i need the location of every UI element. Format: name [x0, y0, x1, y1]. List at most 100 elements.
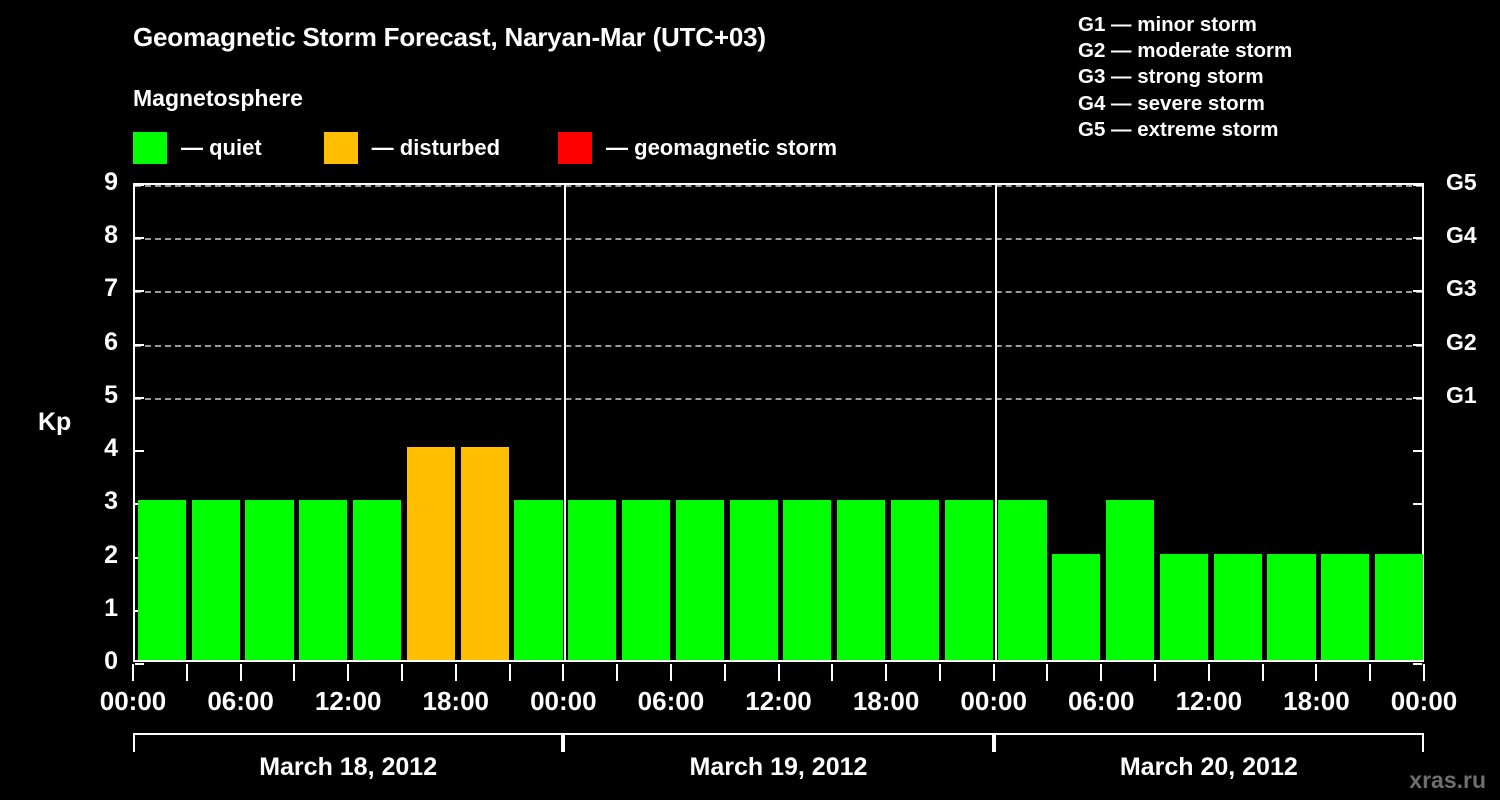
x-tick-18: [1100, 664, 1103, 681]
g-scale-item-g1: G1 — minor storm: [1078, 13, 1257, 36]
g-scale-legend: G1 — minor storm G2 — moderate storm G3 …: [1078, 12, 1292, 143]
bar-kp-6: [460, 447, 509, 660]
right-axis-label-g4: G4: [1446, 222, 1477, 249]
magnetosphere-heading: Magnetosphere: [133, 85, 303, 111]
legend-label-geomagnetic-storm: — geomagnetic storm: [606, 135, 838, 160]
bar-kp-16: [998, 500, 1047, 660]
day-separator-1: [564, 185, 567, 660]
gridline-kp-7: [135, 291, 1422, 294]
gridline-kp-5: [135, 397, 1422, 400]
bar-kp-15: [944, 500, 993, 660]
gridline-kp-6: [135, 344, 1422, 347]
bar-kp-5: [406, 447, 455, 660]
x-axis-label-3: 18:00: [422, 686, 490, 716]
x-tick-21: [1261, 664, 1264, 681]
bar-kp-18: [1106, 500, 1155, 660]
x-axis-label-1: 06:00: [207, 686, 274, 716]
g-scale-item-g5: G5 — extreme storm: [1078, 117, 1279, 141]
x-tick-14: [885, 664, 888, 681]
y-axis-label-4: 4: [104, 434, 118, 463]
x-axis-label-0: 00:00: [99, 686, 167, 716]
plot-area: [133, 183, 1424, 665]
x-tick-11: [723, 664, 726, 681]
bar-kp-1: [191, 500, 240, 660]
y-tick-left-8: [135, 237, 144, 240]
date-label-1: March 18, 2012: [259, 753, 438, 781]
x-tick-22: [1315, 664, 1318, 681]
y-tick-right-6: [1413, 343, 1422, 346]
bar-kp-22: [1321, 553, 1370, 660]
date-label-3: March 20, 2012: [1119, 753, 1298, 781]
y-tick-right-4: [1413, 450, 1422, 453]
y-axis-label-0: 0: [104, 647, 118, 675]
legend-label-quiet: — quiet: [181, 135, 262, 160]
bar-kp-14: [890, 500, 940, 660]
gridline-kp-8: [135, 238, 1422, 241]
y-tick-left-4: [135, 450, 144, 453]
gridline-kp-9: [135, 185, 1422, 187]
x-axis-label-9: 06:00: [1068, 686, 1135, 716]
green-square-icon: [133, 132, 167, 164]
page-title: Geomagnetic Storm Forecast, Naryan-Mar (…: [133, 22, 766, 52]
date-bracket-1: [133, 733, 564, 752]
date-bracket-3: [993, 733, 1424, 752]
bar-kp-2: [245, 500, 294, 660]
y-tick-right-7: [1413, 290, 1422, 293]
bar-kp-19: [1159, 553, 1209, 660]
bar-kp-9: [621, 500, 671, 660]
x-axis-label-8: 00:00: [960, 686, 1027, 716]
x-tick-0: [132, 664, 134, 681]
y-tick-right-3: [1413, 503, 1422, 506]
x-tick-4: [347, 664, 350, 681]
y-tick-left-0: [135, 663, 144, 665]
y-axis-label-1: 1: [104, 593, 118, 622]
x-tick-9: [616, 664, 619, 681]
red-square-icon: [558, 132, 593, 164]
bar-kp-10: [675, 500, 724, 660]
x-axis-label-12: 00:00: [1390, 686, 1458, 716]
x-tick-16: [992, 664, 995, 681]
x-tick-3: [293, 664, 296, 681]
bar-kp-13: [837, 500, 886, 660]
x-axis-label-11: 18:00: [1283, 686, 1350, 716]
x-tick-12: [777, 664, 780, 681]
x-axis-label-4: 00:00: [530, 686, 597, 716]
x-tick-23: [1369, 664, 1372, 681]
date-label-2: March 19, 2012: [689, 753, 868, 781]
y-axis-label-2: 2: [104, 540, 118, 569]
x-tick-24: [1423, 664, 1425, 681]
bar-kp-23: [1375, 553, 1424, 660]
y-axis-label-9: 9: [104, 168, 118, 196]
x-tick-7: [508, 664, 511, 681]
magnetosphere-legend: — quiet — disturbed — geomagnetic storm: [133, 132, 837, 164]
legend-item-quiet: — quiet: [133, 132, 262, 164]
right-axis-label-g2: G2: [1446, 328, 1477, 355]
x-tick-17: [1046, 664, 1049, 681]
bar-kp-3: [299, 500, 348, 660]
plot-inner: [135, 184, 1424, 665]
x-tick-6: [454, 664, 457, 681]
right-axis-label-g1: G1: [1446, 381, 1477, 408]
y-axis-label-5: 5: [104, 380, 118, 409]
x-tick-2: [239, 664, 242, 681]
bar-kp-0: [137, 500, 186, 660]
y-tick-left-7: [135, 290, 144, 293]
y-tick-right-0: [1413, 663, 1422, 665]
x-axis-label-6: 12:00: [745, 686, 812, 716]
bar-kp-17: [1052, 553, 1101, 660]
watermark: xras.ru: [1409, 767, 1486, 793]
date-bracket-2: [563, 733, 994, 752]
x-axis-label-10: 12:00: [1175, 686, 1243, 716]
bar-kp-20: [1213, 553, 1262, 660]
y-tick-left-5: [135, 396, 144, 399]
y-axis-label-3: 3: [104, 487, 118, 516]
y-axis-title: Kp: [38, 408, 72, 436]
x-axis-label-7: 18:00: [852, 686, 920, 716]
y-axis-label-6: 6: [104, 327, 118, 356]
y-tick-left-6: [135, 343, 144, 346]
y-tick-right-9: [1413, 184, 1422, 186]
x-axis-label-2: 12:00: [314, 686, 382, 716]
g-scale-item-g3: G3 — strong storm: [1078, 65, 1264, 89]
y-tick-right-8: [1413, 237, 1422, 240]
